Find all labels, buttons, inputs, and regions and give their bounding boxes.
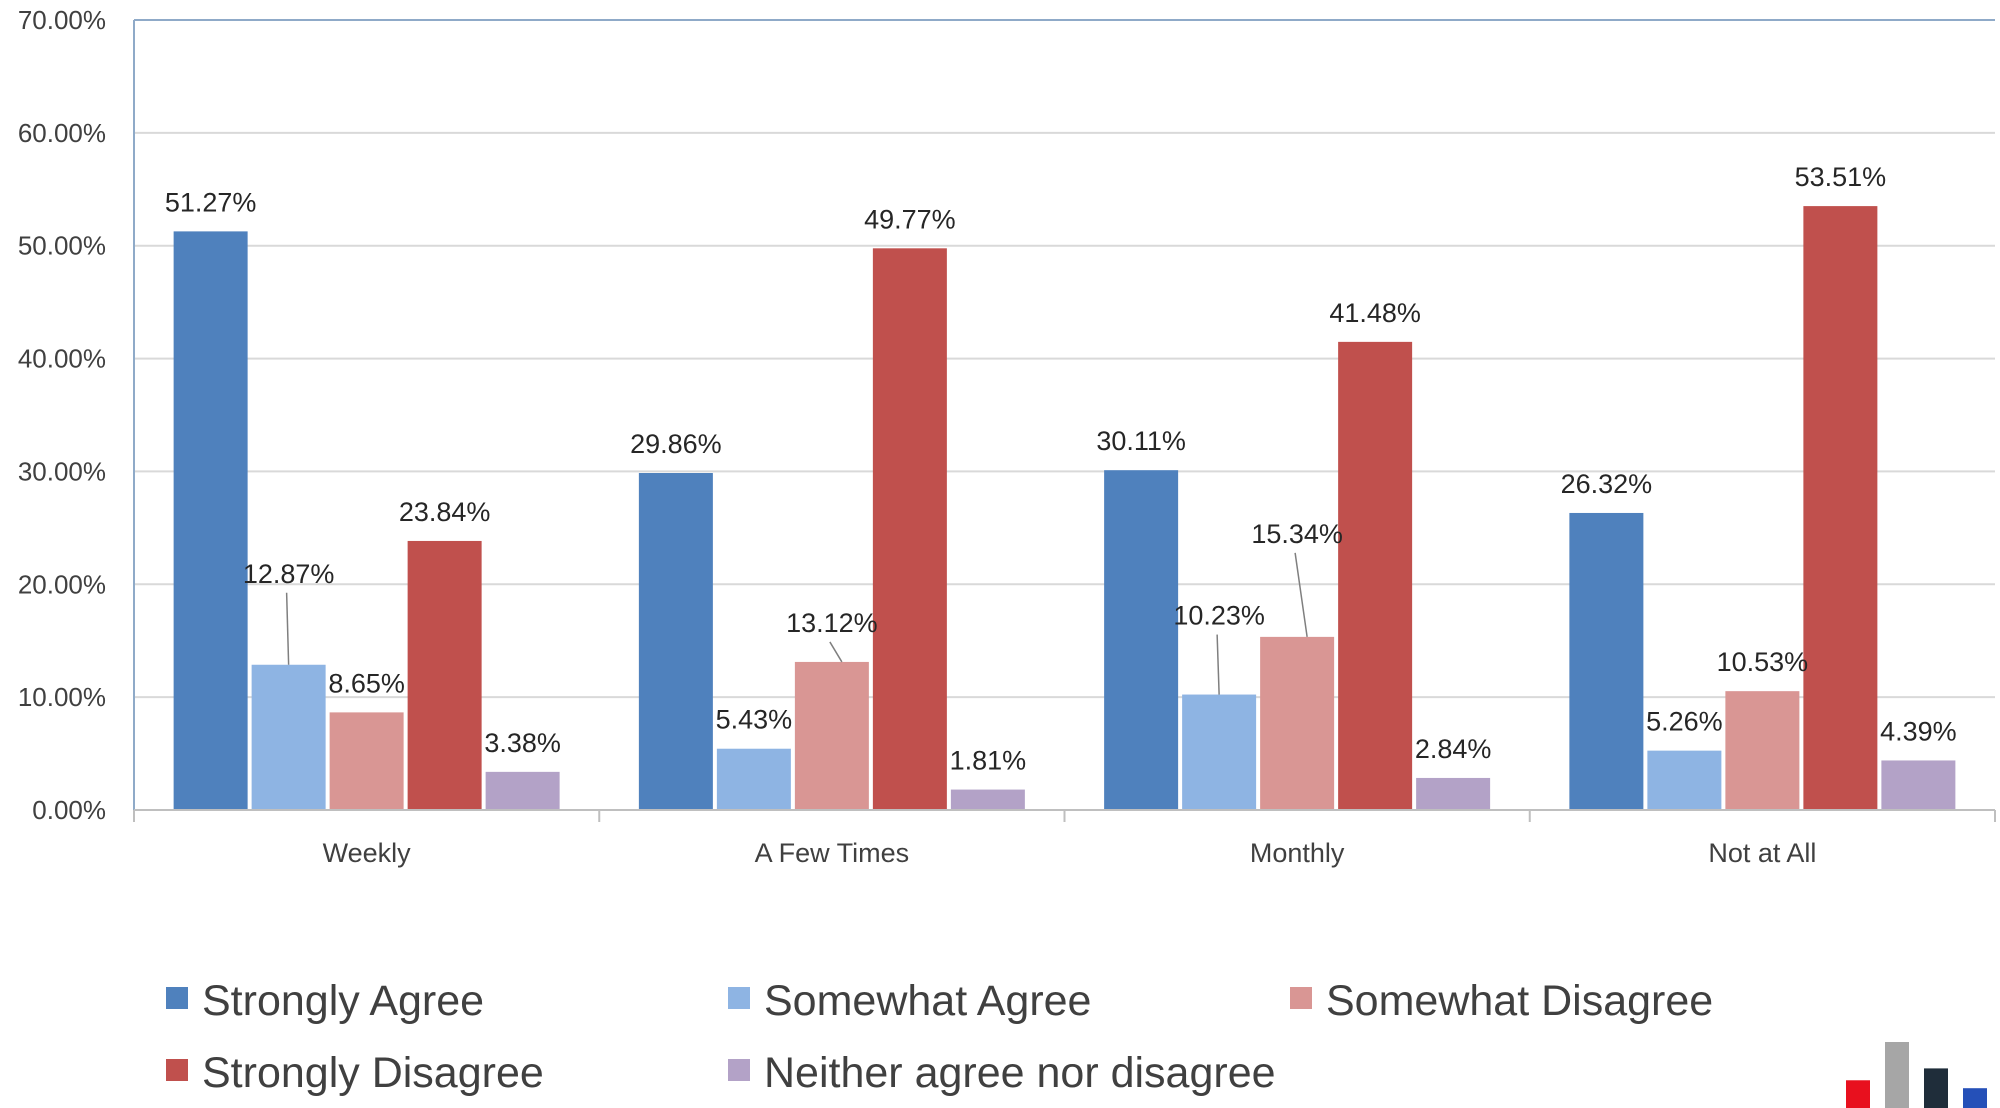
legend-swatch [166, 987, 188, 1009]
legend: Strongly Agree Somewhat Agree Somewhat Dis… [166, 977, 1713, 1097]
leader-line [285, 592, 290, 665]
bar [1416, 777, 1491, 810]
leader-line [1216, 634, 1220, 695]
legend-swatch [166, 1059, 188, 1081]
bar [716, 748, 791, 810]
data-label: 4.39% [1880, 716, 1957, 746]
data-label: 26.32% [1561, 469, 1653, 499]
data-label: 13.12% [786, 608, 878, 638]
x-axis-categories: Weekly A Few Times Monthly Not at All [323, 838, 1817, 868]
logo-bar [1885, 1042, 1909, 1108]
x-category-label: Not at All [1708, 838, 1816, 868]
bar [1260, 636, 1335, 810]
leader-line [1294, 552, 1308, 637]
y-axis-ticks: 0.00% 10.00% 20.00% 30.00% 40.00% 50.00% 60.00… [18, 5, 106, 825]
data-label: 3.38% [484, 728, 561, 758]
y-tick-label: 0.00% [32, 795, 106, 825]
legend-label: Somewhat Disagree [1326, 977, 1713, 1025]
data-label: 41.48% [1329, 298, 1421, 328]
y-tick-label: 30.00% [18, 456, 106, 486]
data-label: 51.27% [165, 187, 257, 217]
bar [1881, 760, 1956, 810]
x-category-label: Monthly [1250, 838, 1345, 868]
bar [1647, 750, 1722, 810]
legend-label: Strongly Disagree [202, 1049, 544, 1097]
y-tick-label: 50.00% [18, 231, 106, 261]
bar [794, 661, 869, 810]
data-label: 1.81% [950, 746, 1027, 776]
data-label: 29.86% [630, 429, 722, 459]
bar [251, 664, 326, 810]
label-leader-lines [285, 552, 1308, 695]
data-label: 5.43% [716, 705, 793, 735]
y-tick-label: 20.00% [18, 569, 106, 599]
legend-label: Strongly Agree [202, 977, 484, 1025]
bar [872, 248, 947, 810]
data-label: 15.34% [1251, 519, 1343, 549]
data-label: 5.26% [1646, 707, 1723, 737]
data-label: 8.65% [328, 668, 405, 698]
data-label: 12.87% [243, 559, 335, 589]
logo-bar [1924, 1068, 1948, 1108]
legend-label: Somewhat Agree [764, 977, 1091, 1025]
y-tick-label: 40.00% [18, 344, 106, 374]
brand-logo [1846, 1042, 1987, 1108]
logo-bar [1846, 1080, 1870, 1108]
data-label: 53.51% [1795, 162, 1887, 192]
bar [1725, 691, 1800, 810]
x-category-label: A Few Times [755, 838, 910, 868]
legend-label: Neither agree nor disagree [764, 1049, 1276, 1097]
data-label: 10.23% [1173, 601, 1265, 631]
bar [173, 231, 248, 811]
bar [1338, 341, 1413, 810]
logo-bar [1963, 1088, 1987, 1108]
x-category-label: Weekly [323, 838, 412, 868]
y-tick-label: 70.00% [18, 5, 106, 35]
bar [407, 540, 482, 810]
bar [485, 771, 560, 810]
bar [1182, 694, 1257, 810]
legend-swatch [728, 1059, 750, 1081]
leader-line [829, 641, 843, 663]
axes [133, 20, 1996, 822]
bar [1569, 512, 1644, 810]
y-tick-label: 10.00% [18, 682, 106, 712]
data-label: 49.77% [864, 204, 956, 234]
bar [1803, 206, 1878, 810]
y-tick-label: 60.00% [18, 118, 106, 148]
bar [950, 789, 1025, 810]
legend-swatch [728, 987, 750, 1009]
data-label: 2.84% [1415, 734, 1492, 764]
bar [1104, 470, 1179, 810]
data-label: 30.11% [1096, 426, 1186, 456]
bars [173, 206, 1956, 811]
data-label: 23.84% [399, 497, 491, 527]
bar [329, 712, 404, 810]
data-labels: 51.27% 12.87% 8.65% 23.84% 3.38% 29.86% 5.43% 1… [165, 162, 1957, 775]
bar [638, 473, 713, 810]
legend-swatch [1290, 987, 1312, 1009]
data-label: 10.53% [1717, 647, 1809, 677]
